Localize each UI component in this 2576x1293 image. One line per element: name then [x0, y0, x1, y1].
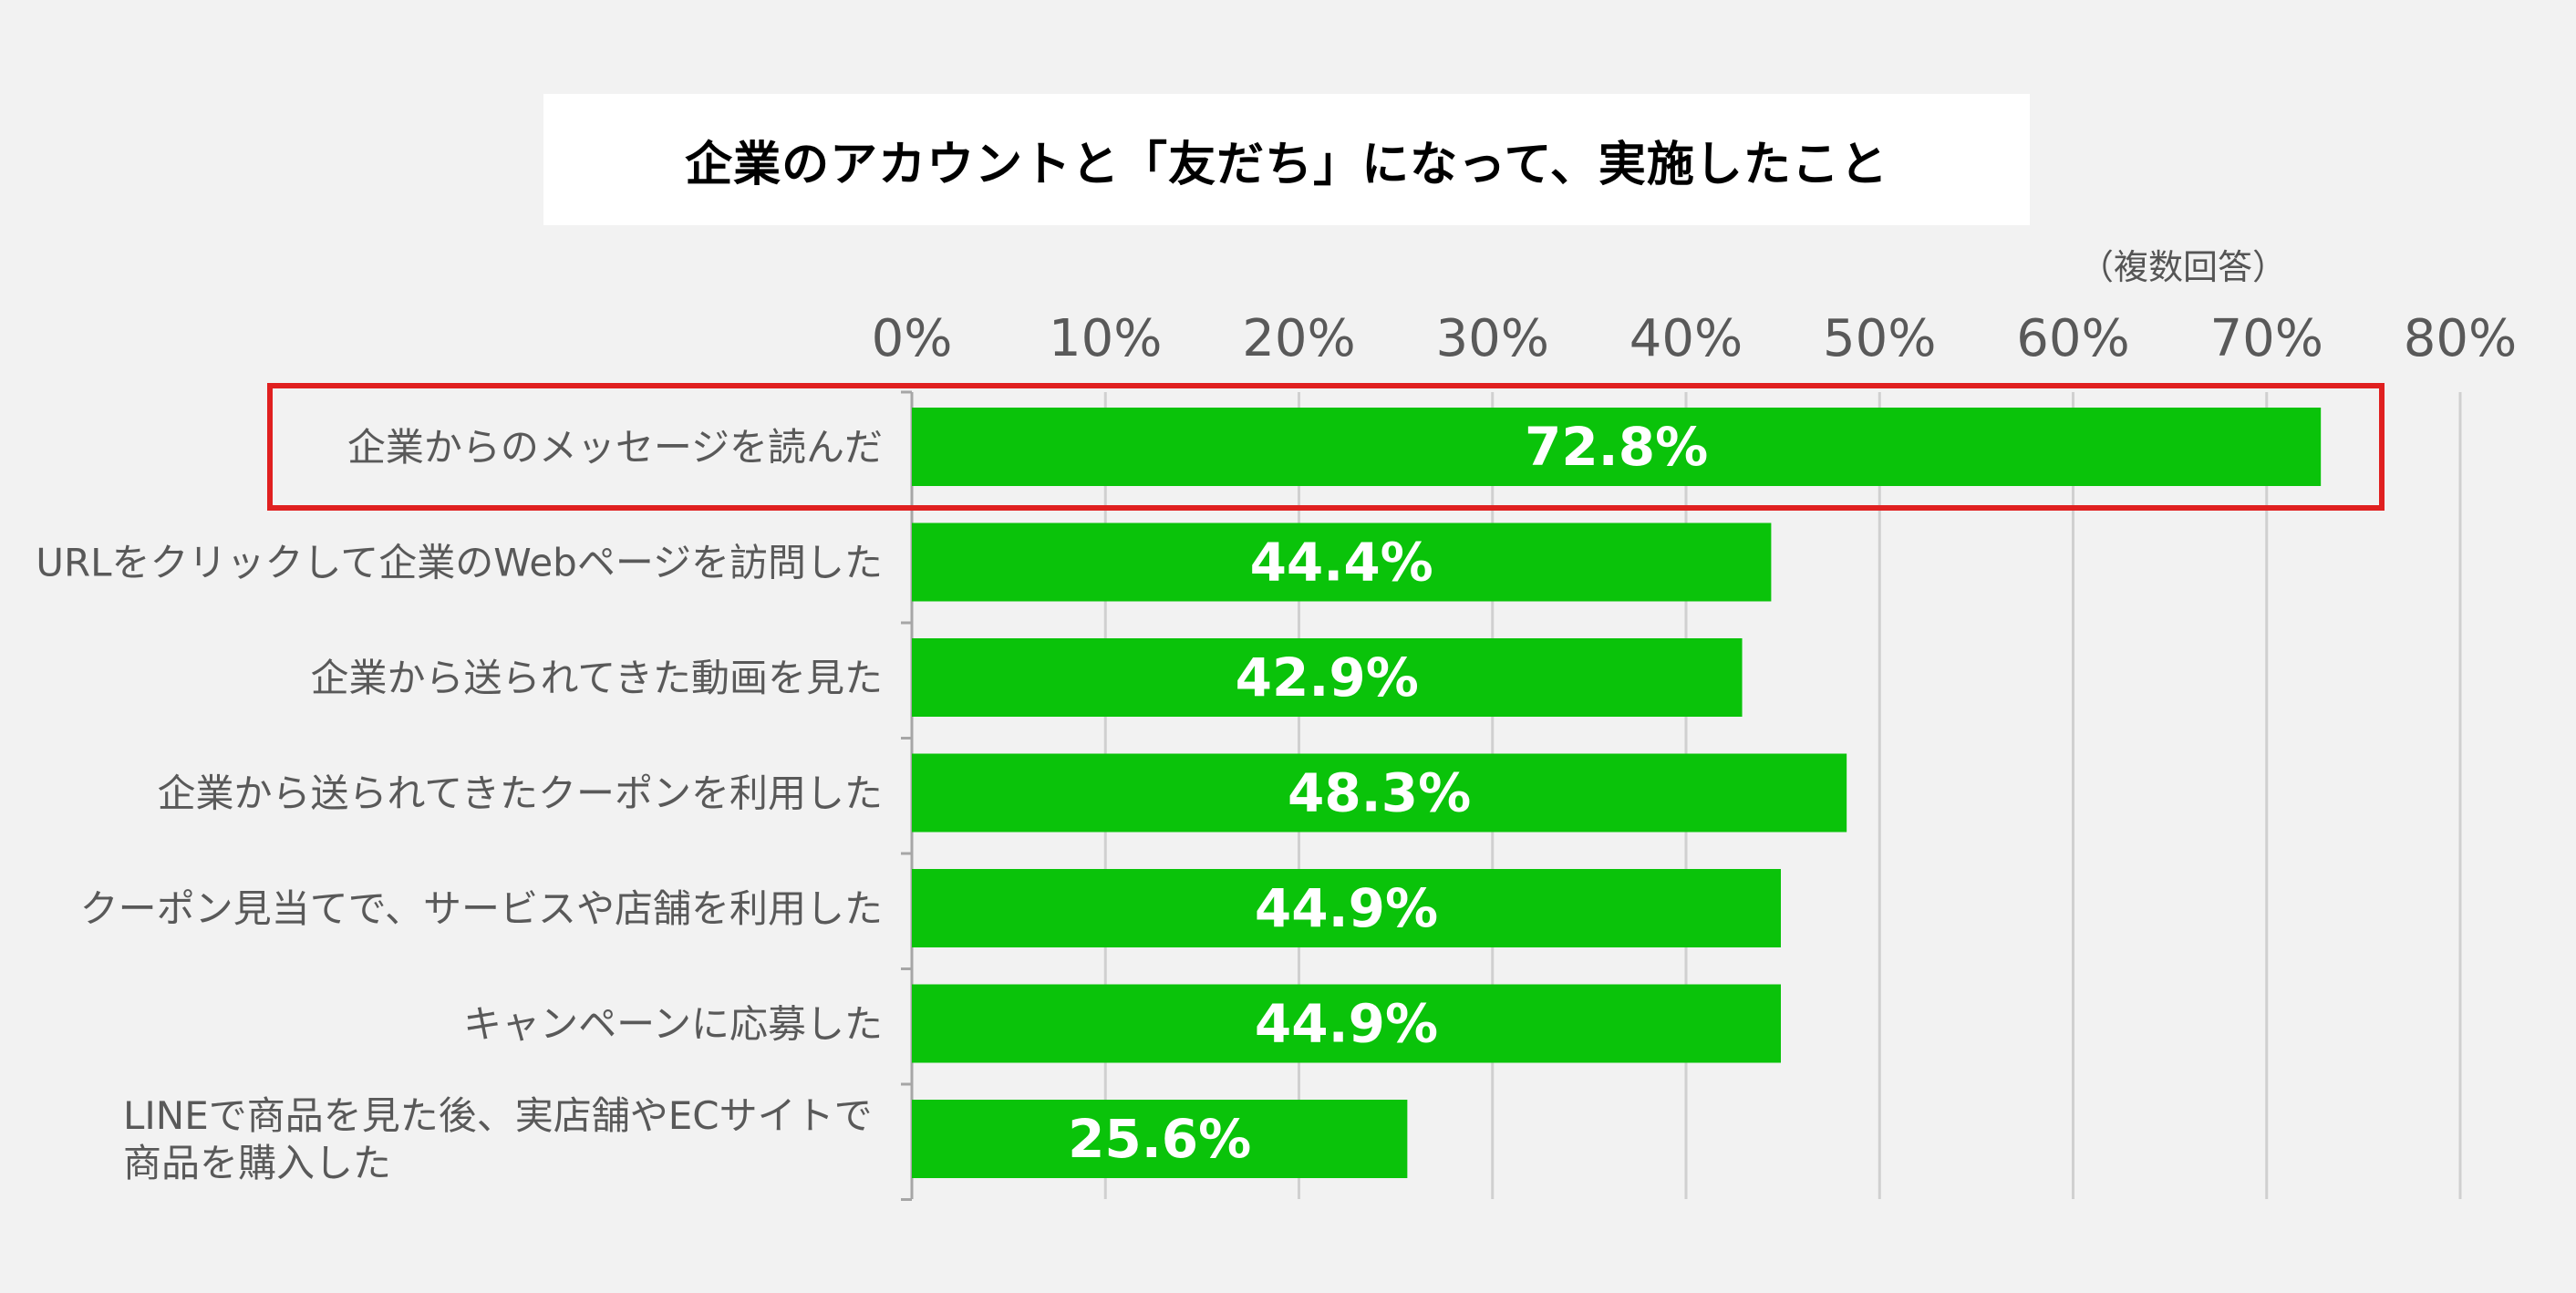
- x-tick-label: 50%: [1823, 309, 1936, 368]
- bar: [912, 408, 2322, 486]
- category-label: 企業から送られてきたクーポンを利用した: [158, 771, 883, 816]
- value-label: 44.4%: [1250, 532, 1433, 594]
- bar: [912, 869, 1782, 947]
- value-label: 72.8%: [1525, 416, 1708, 478]
- category-label: LINEで商品を見た後、実店舗やECサイトで: [123, 1093, 873, 1138]
- title-box: 企業のアカウントと「友だち」になって、実施したこと: [543, 94, 2030, 225]
- multiple-answer-note: （複数回答）: [2079, 247, 2288, 287]
- bar: [912, 522, 1772, 602]
- x-tick-label: 60%: [2016, 309, 2129, 368]
- category-label: URLをクリックして企業のWebページを訪問した: [36, 541, 883, 585]
- value-label: 25.6%: [1068, 1108, 1251, 1170]
- category-label: クーポン見当てで、サービスや店舗を利用した: [80, 886, 883, 931]
- value-label: 44.9%: [1255, 993, 1438, 1055]
- x-tick-label: 80%: [2404, 309, 2517, 368]
- bars: [912, 408, 2322, 1178]
- bar: [912, 984, 1782, 1063]
- value-labels: 72.8%44.4%42.9%48.3%44.9%44.9%25.6%: [1068, 416, 1708, 1170]
- x-tick-label: 70%: [2210, 309, 2323, 368]
- bar: [912, 638, 1743, 717]
- x-tick-label: 0%: [872, 309, 953, 368]
- value-label: 44.9%: [1255, 877, 1438, 939]
- x-tick-label: 40%: [1629, 309, 1743, 368]
- chart-title: 企業のアカウントと「友だち」になって、実施したこと: [685, 137, 1888, 192]
- x-tick-label: 30%: [1436, 309, 1549, 368]
- x-tick-label: 10%: [1049, 309, 1162, 368]
- x-tick-label: 20%: [1242, 309, 1355, 368]
- category-label: 企業から送られてきた動画を見た: [311, 656, 883, 700]
- category-label: 企業からのメッセージを読んだ: [347, 425, 883, 470]
- category-label: キャンペーンに応募した: [463, 1002, 883, 1047]
- category-labels: 企業からのメッセージを読んだ URLをクリックして企業のWebページを訪問した企業…: [36, 425, 883, 1185]
- x-axis-ticks: 0% 10% 20% 30% 40% 50% 60% 70% 80%: [872, 309, 2518, 368]
- bar: [912, 753, 1847, 833]
- bar: [912, 1100, 1408, 1178]
- highlight-box: [267, 383, 2385, 511]
- category-label: 商品を購入した: [123, 1141, 391, 1185]
- highlight-layer: [267, 383, 2385, 511]
- value-label: 42.9%: [1236, 646, 1419, 709]
- value-label: 48.3%: [1288, 762, 1471, 824]
